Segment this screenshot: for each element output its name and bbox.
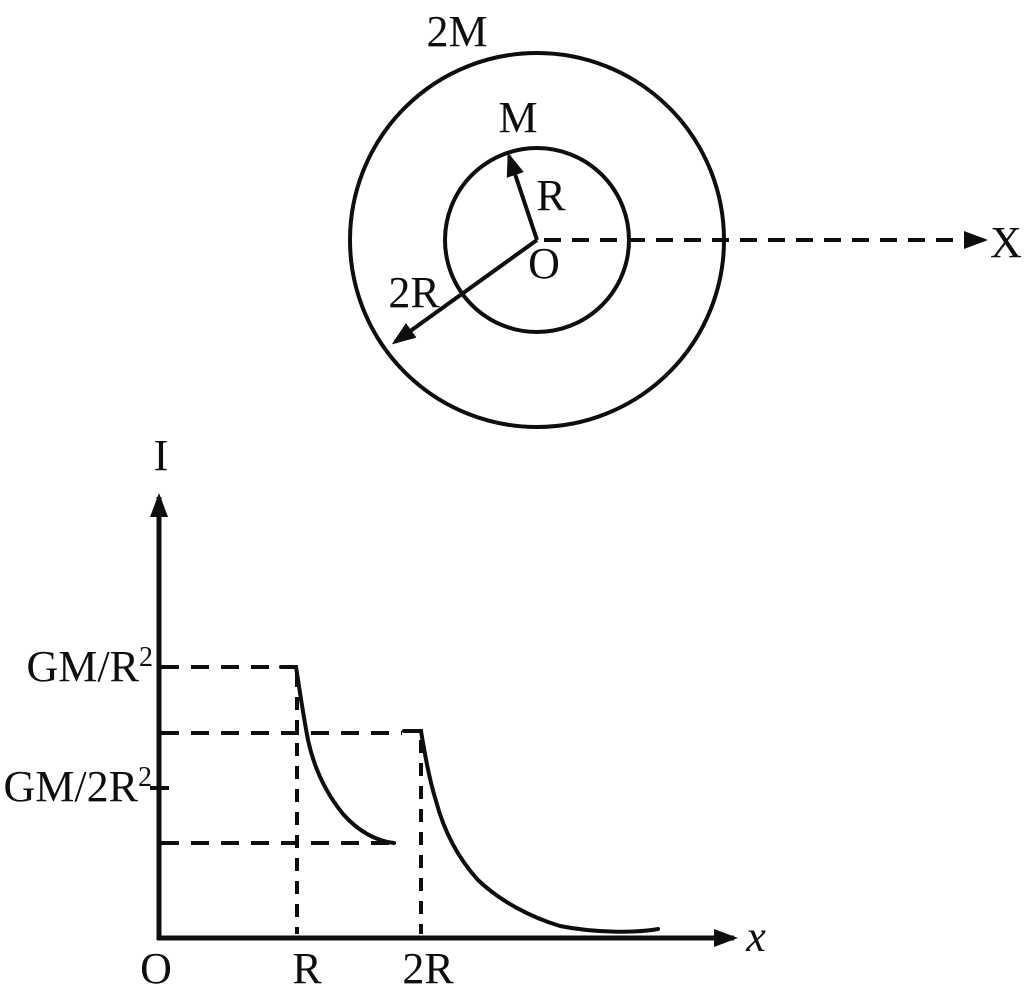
concentric-shells-diagram: 2M M R O 2R X [348, 7, 1022, 429]
center-point-label: O [528, 239, 560, 288]
y-value-label-gm-r2: GM/R2 [27, 642, 153, 691]
outer-radius-label: 2R [388, 268, 440, 317]
inner-radius-arrow [506, 152, 539, 241]
inner-radius-label: R [536, 171, 566, 220]
x-direction-axis-label: X [990, 218, 1022, 267]
intensity-curve-R-to-2R [279, 665, 396, 845]
x-tick-label-2R: 2R [402, 944, 454, 993]
y-value-label-gm-2r2: GM/2R2 [4, 762, 152, 811]
x-origin-label: O [140, 944, 172, 993]
outer-radius-arrow [391, 238, 539, 345]
inner-shell-mass-label: M [498, 93, 537, 142]
x-tick-label-R: R [292, 944, 322, 993]
intensity-curve-beyond-2R [402, 729, 660, 934]
outer-shell-mass-label: 2M [426, 7, 487, 56]
y-axis-title: I [154, 431, 169, 480]
x-axis-title: x [745, 912, 766, 961]
field-intensity-graph: I x GM/R2 GM/2R2 O R 2R [4, 431, 767, 993]
